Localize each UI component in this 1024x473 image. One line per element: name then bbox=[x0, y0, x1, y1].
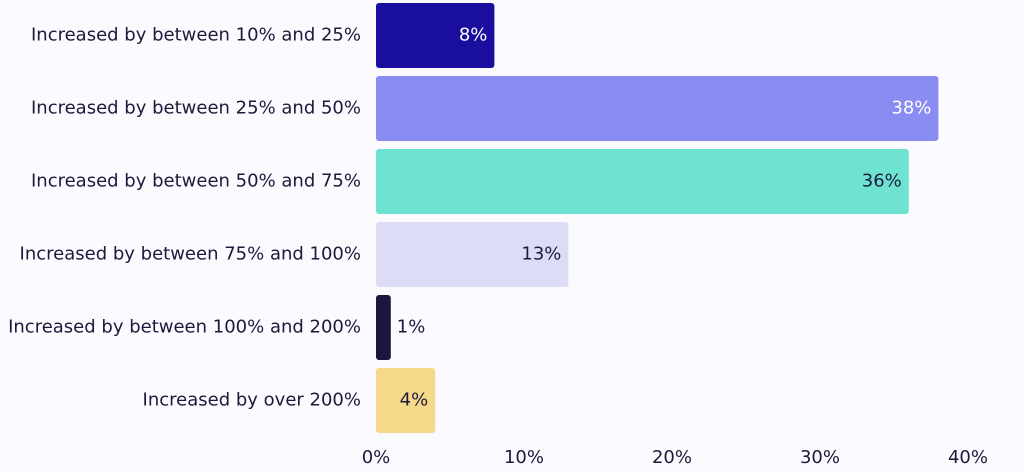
x-tick-label-4: 40% bbox=[948, 447, 988, 468]
value-label-1: 38% bbox=[891, 98, 931, 119]
category-label-3: Increased by between 75% and 100% bbox=[20, 244, 361, 265]
x-axis-tick-labels-group: 0% 10% 20% 30% 40% bbox=[362, 447, 988, 468]
category-labels-group: Increased by between 10% and 25% Increase… bbox=[8, 25, 361, 411]
value-label-5: 4% bbox=[400, 390, 429, 411]
category-label-5: Increased by over 200% bbox=[143, 390, 361, 411]
bar-0 bbox=[376, 3, 495, 68]
category-label-4: Increased by between 100% and 200% bbox=[8, 317, 361, 338]
value-label-2: 36% bbox=[862, 171, 902, 192]
bar-4 bbox=[376, 295, 391, 360]
value-labels-group: 8% 38% 36% 13% 1% 4% bbox=[397, 25, 932, 411]
value-label-3: 13% bbox=[521, 244, 561, 265]
x-tick-label-3: 30% bbox=[800, 447, 840, 468]
value-label-4: 1% bbox=[397, 317, 426, 338]
x-tick-label-0: 0% bbox=[362, 447, 391, 468]
bar-3 bbox=[376, 222, 569, 287]
bars-group bbox=[376, 3, 939, 433]
category-label-0: Increased by between 10% and 25% bbox=[31, 25, 361, 46]
bar-1 bbox=[376, 76, 939, 141]
category-label-1: Increased by between 25% and 50% bbox=[31, 98, 361, 119]
value-label-0: 8% bbox=[459, 25, 488, 46]
bar-2 bbox=[376, 149, 909, 214]
bar-5 bbox=[376, 368, 436, 433]
category-label-2: Increased by between 50% and 75% bbox=[31, 171, 361, 192]
x-tick-label-1: 10% bbox=[504, 447, 544, 468]
x-tick-label-2: 20% bbox=[652, 447, 692, 468]
